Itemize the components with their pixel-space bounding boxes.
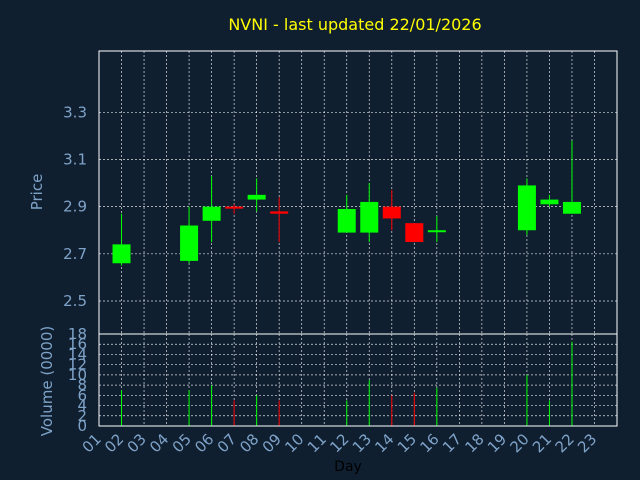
price-grid	[98, 51, 617, 334]
volume-tick-label: 6	[77, 386, 87, 404]
volume-tick-label: 12	[68, 356, 87, 374]
volume-tick-label: 0	[77, 417, 87, 435]
candle-body	[247, 194, 266, 200]
volume-tick-label: 8	[77, 376, 87, 394]
volume-axis-label: Volume (0000)	[38, 326, 56, 436]
volume-tick-label: 4	[77, 397, 87, 415]
candle-body	[225, 206, 244, 209]
chart-title: NVNI - last updated 22/01/2026	[228, 15, 481, 34]
candlestick-series	[112, 140, 581, 266]
volume-tick-label: 18	[68, 325, 87, 343]
day-axis-label: Day	[334, 459, 362, 475]
volume-series	[121, 341, 573, 426]
volume-tick-label: 14	[68, 345, 87, 363]
volume-grid	[98, 333, 617, 427]
candle-body	[112, 244, 131, 264]
candle-body	[337, 209, 356, 233]
candle-body	[405, 223, 424, 243]
candle-body	[202, 206, 221, 221]
volume-plot-frame	[98, 333, 618, 427]
price-plot-frame	[98, 50, 618, 335]
price-tick-labels: 2.5 2.7 2.9 3.1 3.3	[63, 103, 87, 310]
volume-tick-label: 16	[68, 335, 87, 353]
price-tick-label: 2.9	[63, 198, 87, 216]
candle-body	[360, 201, 379, 233]
day-tick-label: 23	[574, 430, 600, 456]
candle-body	[517, 185, 536, 231]
candle-body	[180, 225, 199, 261]
candle-body	[540, 199, 559, 205]
price-axis-label: Price	[28, 174, 46, 211]
volume-tick-label: 10	[68, 366, 87, 384]
price-tick-label: 3.3	[63, 103, 87, 121]
volume-tick-label: 2	[77, 407, 87, 425]
candle-body	[382, 206, 401, 219]
candle-body	[562, 201, 581, 214]
candle-body	[270, 211, 289, 214]
candle-body	[427, 230, 446, 233]
price-tick-label: 2.7	[63, 245, 87, 263]
price-tick-label: 2.5	[63, 292, 87, 310]
price-tick-label: 3.1	[63, 150, 87, 168]
day-tick-labels: 0102030405060708091011121314151617181920…	[79, 430, 601, 456]
